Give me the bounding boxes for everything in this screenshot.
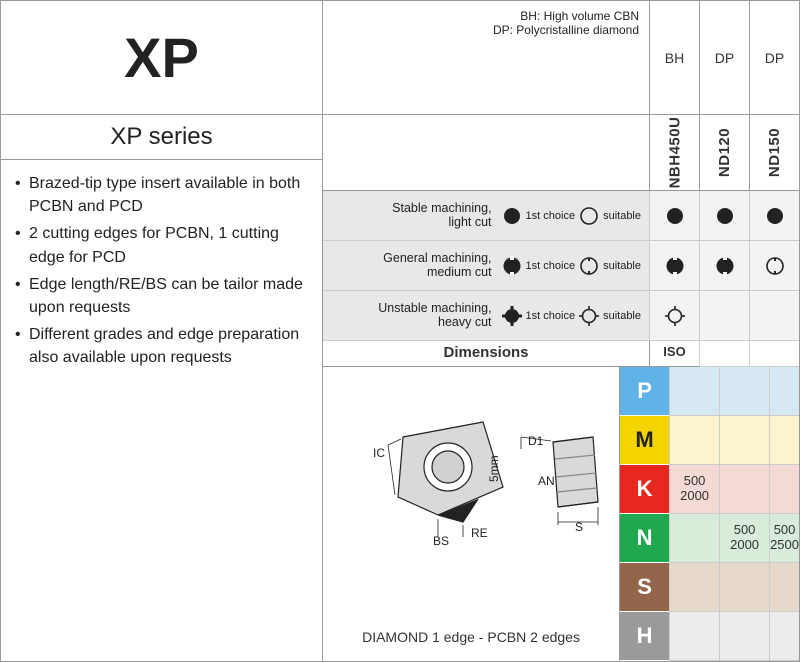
mat-cell-K-0: 5002000 [669, 465, 719, 514]
iso-S: S [619, 563, 669, 612]
lbl-5mm: 5mm [487, 455, 501, 482]
lbl-bs: BS [433, 534, 449, 548]
mat-cell-S-0 [669, 563, 719, 612]
mat-cell-K-1 [719, 465, 769, 514]
mat-cell-H-2 [769, 612, 799, 661]
title-box: XP [1, 1, 322, 115]
lbl-re: RE [471, 526, 488, 540]
grade-code-1: ND120 [699, 115, 749, 191]
material-grid: IC BS RE D1 AN S 5mm [323, 367, 799, 661]
mat-cell-P-2 [769, 367, 799, 416]
grade-header-2: DP [749, 1, 799, 115]
bullet-0: Brazed-tip type insert available in both… [15, 172, 308, 218]
legend-cell-0-1 [699, 191, 749, 241]
legend-cell-1-0 [649, 241, 699, 291]
mat-cell-S-2 [769, 563, 799, 612]
dim-header: Dimensions [323, 341, 649, 367]
title: XP [124, 25, 199, 90]
legend-label-2: Unstable machining,heavy cut 1st choice … [323, 291, 649, 341]
legend-cell-0-0 [649, 191, 699, 241]
iso-M: M [619, 416, 669, 465]
legend-label-1: General machining,medium cut 1st choice … [323, 241, 649, 291]
legend-label-0: Stable machining,light cut 1st choice su… [323, 191, 649, 241]
bullet-2: Edge length/RE/BS can be tailor made upo… [15, 273, 308, 319]
mat-cell-P-1 [719, 367, 769, 416]
mat-cell-M-2 [769, 416, 799, 465]
left-col: XP XP series Brazed-tip type insert avai… [1, 1, 323, 661]
diagram-caption: DIAMOND 1 edge - PCBN 2 edges [323, 629, 619, 645]
right-col: BH: High volume CBN DP: Polycristalline … [323, 1, 799, 661]
legend-cell-1-2 [749, 241, 799, 291]
lbl-ic: IC [373, 446, 385, 460]
legend-cell-2-1 [699, 291, 749, 341]
grade-header-0: BH [649, 1, 699, 115]
grade-code-0: NBH450U [649, 115, 699, 191]
mat-cell-M-1 [719, 416, 769, 465]
mat-cell-N-2: 5002500 [769, 514, 799, 563]
page: XP XP series Brazed-tip type insert avai… [0, 0, 800, 662]
iso-K: K [619, 465, 669, 514]
mat-cell-S-1 [719, 563, 769, 612]
series-box: XP series [1, 115, 322, 160]
dim-head-row: Dimensions ISO [323, 341, 799, 367]
iso-H: H [619, 612, 669, 661]
legend-cell-0-2 [749, 191, 799, 241]
mat-cell-P-0 [669, 367, 719, 416]
lbl-d1: D1 [528, 434, 544, 448]
diagram-zone: IC BS RE D1 AN S 5mm [323, 367, 619, 661]
grade-code-2: ND150 [749, 115, 799, 191]
iso-header: ISO [649, 341, 699, 367]
bullets: Brazed-tip type insert available in both… [1, 160, 322, 386]
mat-cell-N-1: 5002000 [719, 514, 769, 563]
mat-cell-K-2 [769, 465, 799, 514]
iso-P: P [619, 367, 669, 416]
material-note: BH: High volume CBN DP: Polycristalline … [323, 1, 649, 115]
bullet-1: 2 cutting edges for PCBN, 1 cutting edge… [15, 222, 308, 268]
note-line-1: DP: Polycristalline diamond [493, 23, 639, 37]
mat-cell-M-0 [669, 416, 719, 465]
mat-cell-H-1 [719, 612, 769, 661]
insert-diagram: IC BS RE D1 AN S 5mm [343, 387, 623, 567]
lbl-an: AN [538, 474, 555, 488]
legend-cell-2-0 [649, 291, 699, 341]
bullet-3: Different grades and edge preparation al… [15, 323, 308, 369]
mat-cell-H-0 [669, 612, 719, 661]
legend-cell-2-2 [749, 291, 799, 341]
header-row: BH: High volume CBN DP: Polycristalline … [323, 1, 799, 115]
note-line-0: BH: High volume CBN [520, 9, 639, 23]
legend-grid: Stable machining,light cut 1st choice su… [323, 191, 799, 341]
iso-N: N [619, 514, 669, 563]
grade-header-1: DP [699, 1, 749, 115]
grade-code-row: NBH450U ND120 ND150 [323, 115, 799, 191]
mat-cell-N-0 [669, 514, 719, 563]
legend-cell-1-1 [699, 241, 749, 291]
